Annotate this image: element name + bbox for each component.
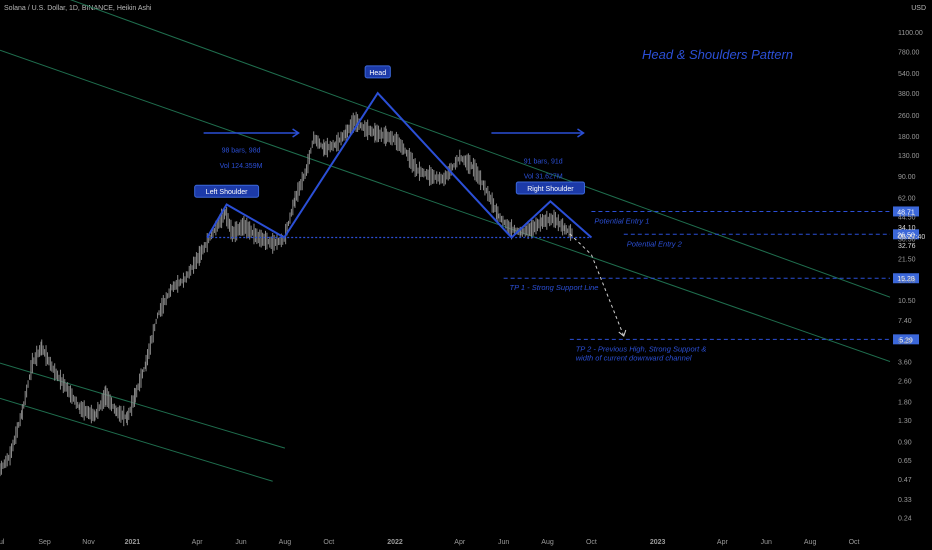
y-tick-label: 380.00 xyxy=(898,91,920,98)
x-tick-label: Nov xyxy=(82,539,95,546)
y-tick-label: 10.50 xyxy=(898,298,916,305)
y-tick-label: 0.24 xyxy=(898,515,912,522)
y-tick-label: 0.65 xyxy=(898,458,912,465)
x-tick-label: Apr xyxy=(717,539,729,546)
y-tick-label: 180.00 xyxy=(898,134,920,141)
x-tick-label: Aug xyxy=(279,539,292,546)
x-tick-label: Oct xyxy=(323,539,334,546)
y-tick-label: 0.47 xyxy=(898,477,912,484)
y-tick-label: 0.90 xyxy=(898,439,912,446)
x-tick-label: Aug xyxy=(804,539,817,546)
x-tick-label: Apr xyxy=(454,539,466,546)
range-arrowhead xyxy=(292,128,300,138)
y-tick-label: 540.00 xyxy=(898,71,920,78)
y-tick-label: 15.00 xyxy=(898,277,916,284)
y-tick-label: 260.00 xyxy=(898,113,920,120)
pattern-line xyxy=(206,91,593,239)
annotation-label: Left Shoulder xyxy=(206,189,248,196)
x-tick-label: Jul xyxy=(0,539,5,546)
level-label: TP 1 - Strong Support Line xyxy=(510,283,599,292)
price-tag-label: 5.29 xyxy=(899,337,913,344)
y-tick-label: 21.50 xyxy=(898,257,916,264)
level-label: width of current downward channel xyxy=(576,353,692,362)
x-tick-label: 2023 xyxy=(650,539,666,546)
channel-line xyxy=(0,397,273,482)
channel-line xyxy=(69,0,891,298)
y-tick-label: 44.50 xyxy=(898,215,916,222)
pattern-title: Head & Shoulders Pattern xyxy=(642,47,794,62)
price-tag xyxy=(893,229,919,240)
x-tick-label: Apr xyxy=(192,539,204,546)
y-tick-label: 5.20 xyxy=(898,338,912,345)
channel-line xyxy=(0,362,286,449)
annotation-box xyxy=(194,184,260,198)
y-tick-label: 30.50 xyxy=(898,236,916,243)
y-tick-label: 130.00 xyxy=(898,153,920,160)
x-tick-label: Jun xyxy=(235,539,246,546)
level-label: Potential Entry 2 xyxy=(627,239,683,248)
y-tick-label: 7.40 xyxy=(898,318,912,325)
annotation-stat: Vol 124.359M xyxy=(220,163,263,170)
y-tick-label: 3.60 xyxy=(898,360,912,367)
currency-label: USD xyxy=(911,5,926,12)
y-tick-label: 1.80 xyxy=(898,399,912,406)
price-tag xyxy=(893,206,919,217)
y-tick-label: 62.00 xyxy=(898,196,916,203)
price-tag-label: 48.71 xyxy=(897,209,915,216)
last-price-label: 32.76 xyxy=(898,243,916,250)
y-tick-label: 2.60 xyxy=(898,378,912,385)
annotation-stat: Vol 31.627M xyxy=(524,174,563,181)
price-tag xyxy=(893,273,919,284)
price-tag-label: 15.28 xyxy=(897,276,915,283)
chart-header: Solana / U.S. Dollar, 1D, BINANCE, Heiki… xyxy=(4,5,152,12)
x-tick-label: Jun xyxy=(761,539,772,546)
y-tick-label: 0.33 xyxy=(898,497,912,504)
last-price-label: 34.10 xyxy=(898,225,916,232)
x-tick-label: 2022 xyxy=(387,539,403,546)
projection-arrowhead xyxy=(618,329,627,337)
y-tick-label: 1.30 xyxy=(898,418,912,425)
price-tag-label: 26.50 xyxy=(897,232,915,239)
annotation-label: Right Shoulder xyxy=(527,186,574,193)
annotation-label: Head xyxy=(369,70,386,77)
annotation-stat: 91 bars, 91d xyxy=(524,158,563,165)
annotation-box xyxy=(515,181,586,195)
x-tick-label: Sep xyxy=(38,539,51,546)
annotation-stat: 98 bars, 98d xyxy=(222,148,261,155)
x-tick-label: Aug xyxy=(541,539,554,546)
level-label: Potential Entry 1 xyxy=(594,216,649,225)
y-tick-label: 90.00 xyxy=(898,174,916,181)
last-price-label: 05:27:40 xyxy=(898,234,925,241)
x-tick-label: Jun xyxy=(498,539,509,546)
annotation-box xyxy=(364,65,391,79)
range-arrowhead xyxy=(577,128,585,138)
level-label: TP 2 - Previous High, Strong Support & xyxy=(576,344,707,353)
x-tick-label: 2021 xyxy=(125,539,141,546)
x-tick-label: Oct xyxy=(586,539,597,546)
channel-line xyxy=(0,49,891,362)
price-tag xyxy=(893,334,919,345)
x-tick-label: Oct xyxy=(849,539,860,546)
y-tick-label: 780.00 xyxy=(898,50,920,57)
y-tick-label: 1100.00 xyxy=(898,30,923,37)
